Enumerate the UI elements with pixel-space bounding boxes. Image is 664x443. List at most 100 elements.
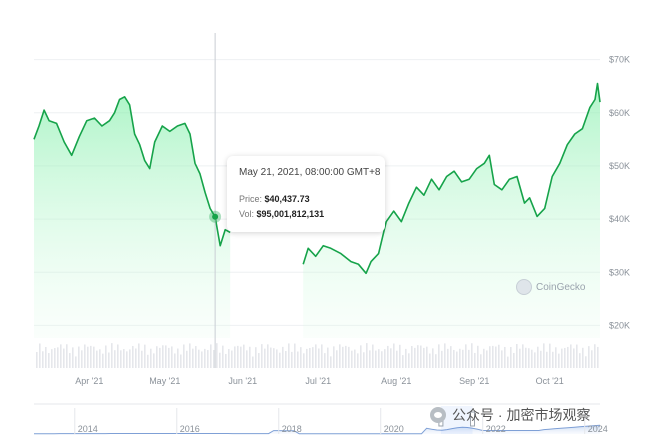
volume-bar xyxy=(552,351,554,368)
volume-bar xyxy=(426,346,428,368)
navigator-tick-label: 2018 xyxy=(282,424,302,434)
volume-bar xyxy=(516,343,518,368)
volume-bar xyxy=(423,347,425,368)
wechat-icon xyxy=(430,407,446,423)
volume-bar xyxy=(129,349,131,368)
volume-bar xyxy=(477,345,479,368)
volume-bar xyxy=(102,353,104,368)
volume-bar xyxy=(174,353,176,368)
volume-bar xyxy=(54,348,56,368)
volume-bar xyxy=(360,345,362,368)
volume-bar xyxy=(87,346,89,368)
volume-bar xyxy=(438,344,440,368)
volume-bar xyxy=(135,348,137,368)
volume-bar xyxy=(411,346,413,368)
volume-bar xyxy=(48,353,50,368)
volume-bar xyxy=(417,345,419,368)
y-tick-label: $70K xyxy=(609,55,630,65)
volume-bar xyxy=(288,343,290,368)
volume-bar xyxy=(69,353,71,368)
volume-bar xyxy=(462,349,464,368)
volume-bar xyxy=(459,348,461,368)
navigator-line xyxy=(34,424,601,435)
volume-bar xyxy=(456,351,458,368)
volume-bar xyxy=(510,346,512,368)
volume-bar xyxy=(177,348,179,368)
volume-bar xyxy=(363,352,365,368)
volume-bar xyxy=(444,343,446,368)
volume-bar xyxy=(189,343,191,368)
volume-bar xyxy=(99,349,101,368)
volume-bar xyxy=(144,344,146,368)
volume-bar xyxy=(252,356,254,368)
volume-bar xyxy=(396,350,398,368)
volume-bar xyxy=(219,352,221,368)
volume-bar xyxy=(489,346,491,368)
volume-bar xyxy=(324,353,326,368)
volume-bar xyxy=(282,346,284,368)
volume-bar xyxy=(555,347,557,368)
volume-bar xyxy=(537,346,539,368)
volume-bar xyxy=(351,350,353,368)
volume-bar xyxy=(96,350,98,368)
volume-bar xyxy=(387,345,389,368)
range-navigator[interactable]: 2014 2016 2018 2020 2022 2024 xyxy=(34,403,608,435)
volume-bar xyxy=(132,345,134,368)
volume-bar xyxy=(471,343,473,368)
watermark-text: CoinGecko xyxy=(536,281,586,293)
volume-bar xyxy=(321,344,323,368)
volume-bar xyxy=(480,354,482,368)
volume-bar xyxy=(213,350,215,368)
volume-bar xyxy=(258,353,260,368)
volume-bar xyxy=(111,343,113,368)
hover-point xyxy=(212,213,219,220)
x-axis: Apr '21 May '21 Jun '21 Jul '21 Aug '21 Sep '… xyxy=(75,376,564,386)
volume-bar xyxy=(267,344,269,368)
volume-bar xyxy=(285,351,287,368)
volume-bar xyxy=(573,348,575,368)
volume-bar xyxy=(294,343,296,368)
volume-bar xyxy=(51,349,53,368)
volume-bar xyxy=(399,344,401,368)
volume-bar xyxy=(474,352,476,368)
volume-bar xyxy=(312,347,314,368)
volume-bar xyxy=(78,346,80,368)
volume-bar xyxy=(168,347,170,368)
volume-bar xyxy=(501,350,503,368)
tooltip-price-label: Price: xyxy=(239,194,263,204)
tooltip-vol-value: $95,001,812,131 xyxy=(256,209,325,219)
volume-bar xyxy=(543,343,545,368)
volume-bar xyxy=(390,348,392,368)
volume-bar xyxy=(93,346,95,368)
volume-bar xyxy=(210,344,212,368)
price-area xyxy=(33,82,601,338)
volume-bar xyxy=(45,346,47,368)
volume-bar xyxy=(591,350,593,368)
y-tick-label: $20K xyxy=(609,320,630,330)
x-tick-label: Apr '21 xyxy=(75,376,103,386)
volume-bar xyxy=(264,348,266,368)
navigator-selection xyxy=(440,406,473,434)
volume-bar xyxy=(246,350,248,368)
volume-bar xyxy=(507,356,509,368)
volume-bar xyxy=(183,344,185,368)
volume-bar xyxy=(354,349,356,368)
x-tick-label: Jun '21 xyxy=(228,376,257,386)
volume-bar xyxy=(483,348,485,368)
volume-bar xyxy=(36,352,38,368)
volume-bar xyxy=(519,348,521,368)
volume-bar xyxy=(201,351,203,368)
volume-bar xyxy=(141,350,143,368)
volume-bars xyxy=(36,343,599,368)
navigator-tick-label: 2020 xyxy=(384,424,404,434)
volume-bar xyxy=(306,348,308,368)
volume-bar xyxy=(504,346,506,368)
volume-bar xyxy=(384,349,386,368)
volume-bar xyxy=(300,347,302,368)
volume-bar xyxy=(357,353,359,368)
volume-bar xyxy=(369,350,371,368)
volume-bar xyxy=(549,343,551,368)
volume-bar xyxy=(546,351,548,368)
volume-bar xyxy=(108,352,110,368)
volume-bar xyxy=(42,351,44,368)
